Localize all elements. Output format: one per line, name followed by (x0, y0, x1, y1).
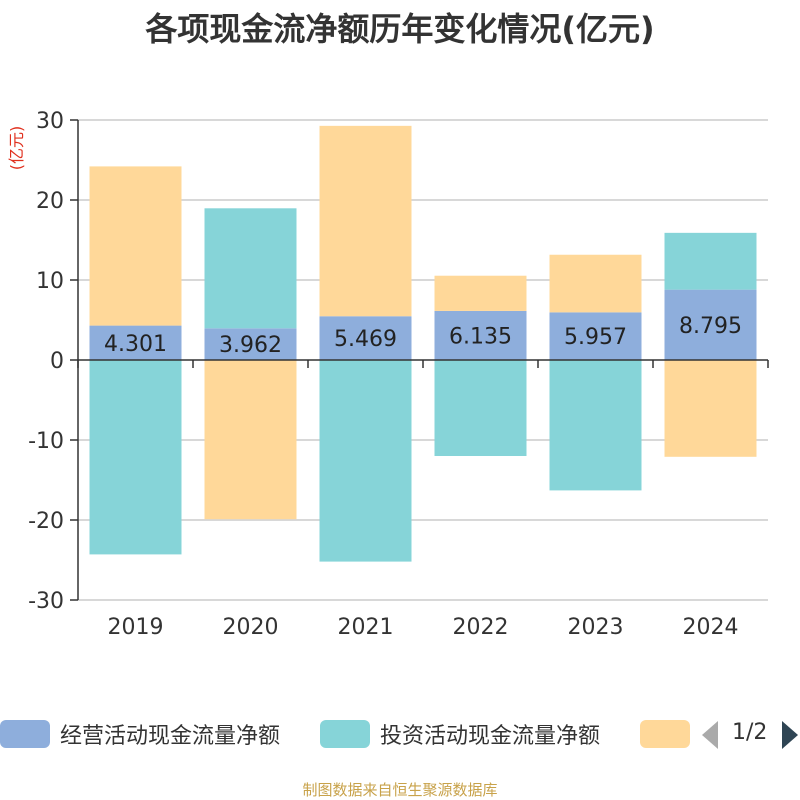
legend-swatch-operating (0, 720, 50, 748)
bar-series3-2020 (204, 360, 297, 520)
x-tick-label-2020: 2020 (223, 615, 279, 640)
y-tick-label: 30 (36, 109, 64, 134)
x-tick-label-2023: 2023 (568, 615, 624, 640)
legend-next-icon[interactable] (782, 721, 798, 749)
data-label-2020: 3.962 (219, 333, 282, 358)
bar-series2-2021 (319, 360, 412, 562)
legend-label-investing: 投资活动现金流量净额 (380, 724, 601, 749)
data-label-2023: 5.957 (564, 325, 627, 350)
x-tick-label-2022: 2022 (453, 615, 509, 640)
data-source-note: 制图数据来自恒生聚源数据库 (302, 781, 498, 799)
bar-series1-2019 (89, 325, 182, 360)
legend-item-investing[interactable]: 投资活动现金流量净额 (320, 718, 600, 750)
data-label-2024: 8.795 (679, 314, 742, 339)
x-tick-label-2024: 2024 (683, 615, 739, 640)
data-label-2019: 4.301 (104, 332, 167, 357)
bar-series1-2023 (549, 312, 642, 360)
bar-series1-2020 (204, 328, 297, 360)
bar-series2-2019 (89, 360, 182, 555)
bar-series3-2022 (434, 275, 527, 311)
legend-label-operating: 经营活动现金流量净额 (60, 724, 281, 749)
y-tick-label: -10 (28, 429, 64, 454)
data-label-2021: 5.469 (334, 327, 397, 352)
legend-item-financing[interactable] (640, 718, 700, 750)
y-tick-label: -30 (28, 589, 64, 614)
bar-series2-2023 (549, 360, 642, 491)
x-tick-label-2019: 2019 (108, 615, 164, 640)
bar-series3-2024 (664, 360, 757, 457)
legend-swatch-investing (320, 720, 370, 748)
bar-series3-2021 (319, 125, 412, 317)
legend-prev-icon[interactable] (702, 721, 718, 749)
y-tick-label: 10 (36, 269, 64, 294)
y-tick-label: 0 (50, 349, 64, 374)
legend-item-operating[interactable]: 经营活动现金流量净额 (0, 718, 280, 750)
y-tick-label: 20 (36, 189, 64, 214)
legend-swatch-financing (640, 720, 690, 748)
chart-title: 各项现金流净额历年变化情况(亿元) (145, 10, 655, 48)
bar-series2-2020 (204, 208, 297, 329)
bar-series2-2024 (664, 232, 757, 290)
bar-series1-2021 (319, 316, 412, 360)
legend-pager: 1/2 (700, 718, 800, 750)
bar-series2-2022 (434, 360, 527, 456)
bar-series1-2024 (664, 289, 757, 360)
y-axis-unit-label: (亿元) (7, 126, 26, 171)
y-tick-label: -20 (28, 509, 64, 534)
bar-series1-2022 (434, 310, 527, 360)
legend-page-indicator: 1/2 (732, 720, 768, 745)
x-tick-label-2021: 2021 (338, 615, 394, 640)
bar-series3-2023 (549, 254, 642, 313)
bar-series3-2019 (89, 166, 182, 326)
data-label-2022: 6.135 (449, 324, 512, 349)
